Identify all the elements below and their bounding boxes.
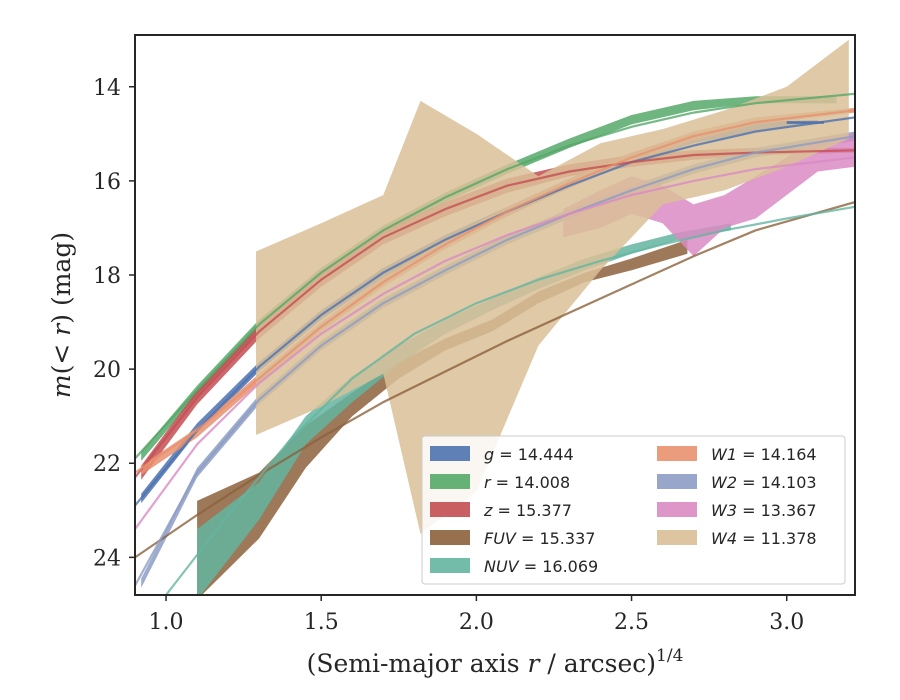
legend-swatch-nuv — [430, 558, 470, 573]
legend-swatch-w1 — [657, 446, 697, 461]
legend-swatch-z — [430, 502, 470, 517]
legend-label-g: g = 14.444 — [484, 445, 574, 464]
curve-nuv-model — [165, 205, 855, 595]
legend-label-w1: W1 = 14.164 — [711, 445, 817, 464]
legend-label-r: r = 14.008 — [484, 473, 570, 492]
legend-swatch-r — [430, 474, 470, 489]
x-tick-label: 2.5 — [614, 610, 649, 635]
legend-swatch-g — [430, 446, 470, 461]
x-axis-label: (Semi-major axis r / arcsec)1/4 — [307, 646, 684, 678]
legend-label-z: z = 15.377 — [483, 501, 572, 520]
legend-swatch-w2 — [657, 474, 697, 489]
band-w4 — [256, 39, 849, 534]
y-ticks: 14 16 18 20 22 24 — [93, 76, 135, 571]
y-tick-label: 24 — [93, 546, 121, 571]
y-tick-label: 16 — [93, 170, 121, 195]
curve-fuv-model — [135, 201, 855, 559]
x-tick-label: 3.0 — [769, 610, 804, 635]
curve-w2-model — [135, 135, 855, 587]
x-tick-label: 2.0 — [459, 610, 494, 635]
y-tick-label: 20 — [93, 358, 121, 383]
curve-z-model — [135, 149, 855, 479]
curve-g-model — [135, 116, 855, 507]
legend-swatch-w3 — [657, 502, 697, 517]
legend-label-w3: W3 = 13.367 — [711, 501, 817, 520]
legend-label-fuv: FUV = 15.337 — [484, 529, 595, 548]
legend-label-w4: W4 = 11.378 — [711, 529, 817, 548]
curves-layer — [135, 92, 855, 595]
y-tick-label: 18 — [93, 264, 121, 289]
x-ticks: 1.0 1.5 2.0 2.5 3.0 — [149, 595, 804, 635]
legend-label-nuv: NUV = 16.069 — [484, 557, 598, 576]
bands-layer — [141, 39, 855, 595]
legend-swatch-fuv — [430, 530, 470, 545]
plot-frame — [134, 34, 856, 596]
x-tick-label: 1.5 — [304, 610, 339, 635]
legend-label-w2: W2 = 14.103 — [711, 473, 817, 492]
legend-frame — [421, 435, 846, 585]
legend-swatch-w4 — [657, 530, 697, 545]
legend: g = 14.444 r = 14.008 z = 15.377 FUV = 15.3… — [421, 435, 846, 585]
y-axis-label: m(< r) (mag) — [47, 232, 76, 398]
y-tick-label: 14 — [93, 76, 121, 101]
curve-w1-model — [135, 109, 855, 474]
curve-w3-model — [135, 156, 855, 530]
x-tick-label: 1.0 — [149, 610, 184, 635]
curve-r-model — [135, 92, 855, 460]
y-tick-label: 22 — [93, 452, 121, 477]
